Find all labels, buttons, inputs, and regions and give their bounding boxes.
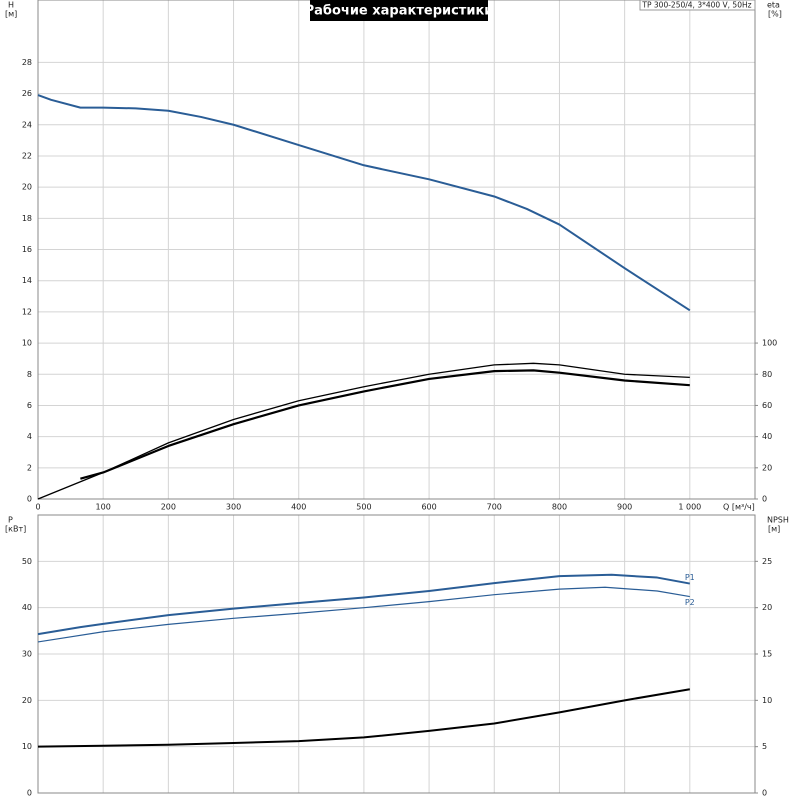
y-tick-label: 28	[22, 58, 32, 67]
x-tick-label: 600	[421, 503, 436, 512]
y2-axis-label: eta	[767, 1, 780, 10]
y2-tick-label: 10	[762, 696, 772, 705]
y2-tick-label: 0	[762, 495, 767, 504]
x-tick-label: 900	[617, 503, 632, 512]
y2-tick-label: 80	[762, 370, 772, 379]
y-tick-label: 8	[27, 370, 32, 379]
y-axis-label: H	[8, 1, 14, 10]
y2-tick-label: 20	[762, 603, 772, 612]
curve	[37, 688, 690, 748]
y-tick-label: 26	[22, 89, 32, 98]
y2-tick-label: 5	[762, 742, 767, 751]
x-tick-label: 300	[226, 503, 241, 512]
curve	[37, 362, 690, 500]
y2-tick-label: 40	[762, 432, 772, 441]
y2-tick-label: 15	[762, 650, 772, 659]
x-tick-label: 400	[291, 503, 306, 512]
y-tick-label: 20	[22, 183, 32, 192]
y-tick-label: 4	[27, 432, 32, 441]
y-axis-label: P	[8, 516, 13, 525]
x-tick-label: 100	[96, 503, 111, 512]
y-tick-label: 40	[22, 603, 32, 612]
y-tick-label: 14	[22, 276, 32, 285]
y2-tick-label: 60	[762, 401, 772, 410]
y-tick-label: 22	[22, 151, 32, 160]
y-tick-label: 10	[22, 339, 32, 348]
y2-tick-label: 20	[762, 463, 772, 472]
y2-tick-label: 25	[762, 557, 772, 566]
x-axis-label: Q [м³/ч]	[723, 503, 755, 512]
x-tick-label: 1 000	[678, 503, 701, 512]
x-tick-label: 700	[487, 503, 502, 512]
x-tick-label: 200	[161, 503, 176, 512]
y2-axis-unit: [%]	[768, 10, 782, 19]
y2-axis-unit: [м]	[768, 525, 780, 534]
curve	[37, 94, 691, 312]
y2-axis-label: NPSH	[767, 516, 789, 525]
y-tick-label: 20	[22, 696, 32, 705]
y-axis-unit: [кВт]	[5, 525, 26, 534]
y-tick-label: 6	[27, 401, 32, 410]
x-tick-label: 0	[35, 503, 40, 512]
curve	[37, 573, 691, 636]
y-tick-label: 10	[22, 742, 32, 751]
layer: 0 100 200 300 400 500 600 700 800 900 1 0000246810…	[5, 1, 789, 798]
y-tick-label: 24	[22, 120, 32, 129]
y-axis-unit: [м]	[5, 10, 17, 19]
y-tick-label: 50	[22, 557, 32, 566]
x-tick-label: 500	[356, 503, 371, 512]
title-box	[310, 0, 488, 21]
y-tick-label: 18	[22, 214, 32, 223]
y-tick-label: 0	[27, 495, 32, 504]
y-tick-label: 0	[27, 789, 32, 798]
y-tick-label: 12	[22, 307, 32, 316]
y2-tick-label: 100	[762, 339, 777, 348]
curve	[80, 369, 690, 480]
curve	[37, 586, 690, 643]
plot-frame	[37, 0, 756, 500]
x-tick-label: 800	[552, 503, 567, 512]
chart-title: Рабочие характеристики	[305, 4, 494, 19]
series-label: P1	[685, 573, 695, 582]
y-tick-label: 16	[22, 245, 32, 254]
y-tick-label: 30	[22, 650, 32, 659]
y-tick-label: 2	[27, 463, 32, 472]
legend-text: TP 300-250/4, 3*400 V, 50Hz	[641, 1, 751, 10]
legend-box	[639, 0, 756, 11]
series-label: P2	[685, 598, 695, 607]
y2-tick-label: 0	[762, 789, 767, 798]
